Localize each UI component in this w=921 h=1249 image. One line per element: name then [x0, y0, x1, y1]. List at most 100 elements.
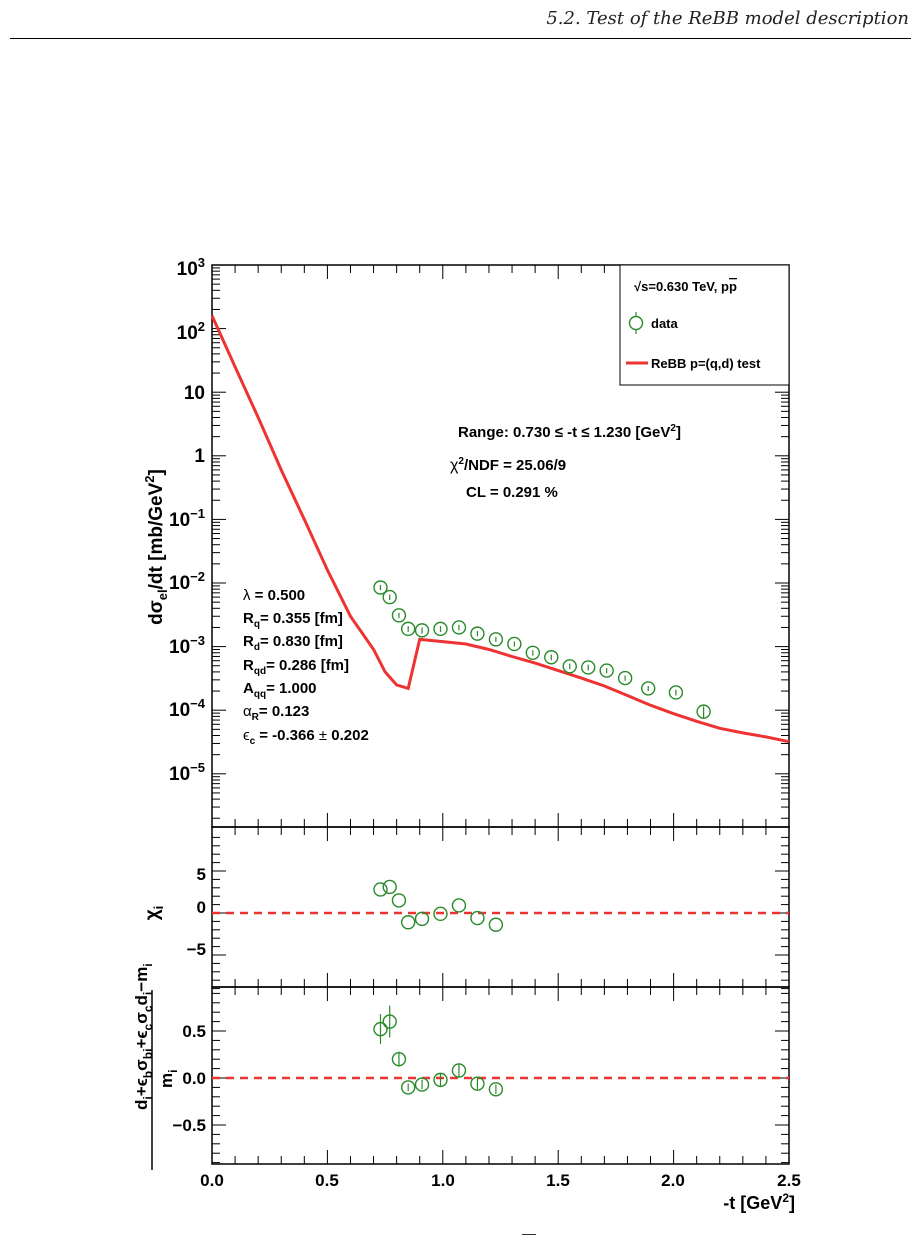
residual-point: [451, 1063, 467, 1078]
legend-data-label: data: [651, 316, 679, 331]
legend: √s=0.630 TeV, pp data ReBB p=(q,d) test: [619, 264, 790, 386]
lower-y-tick-labels: 5 0 −5 0.5 0.0 −0.5: [172, 865, 206, 1135]
xtick-label: 1.5: [546, 1171, 570, 1190]
section-title: 5.2. Test of the ReBB model description: [546, 8, 909, 29]
legend-title-base: s=0.630 TeV, p: [641, 279, 729, 294]
model-curve-group: [210, 314, 790, 744]
footer-overline-fragment: [522, 1234, 536, 1235]
aqq-value: = 1.000: [266, 680, 316, 697]
legend-box: [619, 264, 790, 386]
chi2-symbol: χ: [450, 457, 459, 474]
ytick-label: 103: [177, 255, 205, 280]
alpha-r-value: = 0.123: [259, 703, 309, 720]
xtick-label: 1.0: [431, 1171, 455, 1190]
data-point: [581, 660, 596, 675]
param-rd: Rd= 0.830 [fm]: [243, 633, 343, 653]
param-rqd: Rqd= 0.286 [fm]: [243, 657, 349, 677]
legend-data-marker: [628, 315, 644, 331]
ytick-base: 10: [169, 637, 190, 658]
data-point: [617, 670, 633, 686]
sqrt-sign: √: [634, 279, 642, 294]
res-ytick-label: 0.0: [182, 1069, 206, 1088]
ytick-base: 10: [169, 510, 190, 531]
alpha-symbol: α: [243, 703, 252, 720]
chi-point: [373, 882, 388, 897]
ytick-exp: −5: [190, 760, 205, 775]
residual-point: [470, 1076, 485, 1091]
param-lambda: λ = 0.500: [243, 587, 305, 604]
rqd-value: = 0.286 [fm]: [266, 657, 349, 674]
residual-data-points: [373, 1005, 504, 1097]
fit-info: Range: 0.730 ≤ -t ≤ 1.230 [GeV2] χ2/NDF …: [450, 423, 681, 501]
chi-ytick-label: 5: [197, 865, 206, 884]
fit-range-exp: 2: [670, 423, 676, 434]
fit-range-text: Range: 0.730 ≤ -t ≤ 1.230 [GeV: [458, 424, 670, 441]
data-point: [525, 645, 541, 660]
residual-panel-frame: [211, 986, 790, 1165]
chi-point: [451, 898, 467, 913]
page-header: 5.2. Test of the ReBB model description: [0, 0, 921, 46]
x-tick-labels: 0.0 0.5 1.0 1.5 2.0 2.5: [200, 1171, 801, 1190]
legend-title: √s=0.630 TeV, pp: [634, 279, 737, 294]
residual-point: [391, 1051, 407, 1067]
ytick-label: 10−2: [169, 569, 205, 594]
chi-data-points: [373, 879, 504, 932]
residual-point: [373, 1021, 388, 1037]
ytick-base: 10: [169, 700, 190, 721]
ytick-base: 10: [169, 764, 190, 785]
main-data-points: [373, 580, 711, 719]
main-y-axis-title: dσel/dt [mb/GeV2]: [142, 469, 170, 625]
chi-point: [433, 906, 448, 922]
data-point: [414, 623, 430, 638]
data-point: [696, 704, 711, 719]
ytick-exp: −4: [190, 696, 206, 711]
xtick-label: 0.0: [200, 1171, 224, 1190]
data-point: [382, 589, 397, 605]
data-point: [391, 608, 407, 623]
param-alpha-r: αR= 0.123: [243, 703, 309, 723]
data-point: [599, 663, 614, 678]
data-point: [433, 621, 448, 637]
legend-title-pbar: p: [729, 279, 737, 294]
model-parameters: λ = 0.500 Rq= 0.355 [fm] Rd= 0.830 [fm] …: [243, 587, 369, 747]
chi-point: [470, 910, 485, 926]
ytick-base: 10: [177, 259, 198, 280]
ytick-label: 10−4: [169, 696, 206, 721]
chi-point: [488, 917, 504, 932]
model-curve: [210, 314, 790, 744]
res-ytick-label: −0.5: [172, 1116, 206, 1135]
residual-point: [400, 1080, 416, 1095]
residual-y-denominator: mi: [157, 1070, 180, 1088]
ytick-exp: −3: [190, 633, 205, 648]
residual-point: [414, 1077, 430, 1092]
ytick-exp: −2: [190, 569, 205, 584]
data-point: [562, 659, 577, 674]
data-point: [400, 621, 416, 637]
fit-range: Range: 0.730 ≤ -t ≤ 1.230 [GeV2]: [458, 423, 681, 441]
ytick-base: 10: [169, 573, 190, 594]
ytick-label: 10−3: [169, 633, 205, 658]
chi2-ndf: χ2/NDF = 25.06/9: [450, 456, 566, 474]
param-rq: Rq= 0.355 [fm]: [243, 610, 343, 630]
residual-y-axis-title: di+ϵbσbi+ϵcσcdi−mi mi: [132, 963, 180, 1170]
chi-point: [414, 911, 430, 927]
data-point: [668, 685, 684, 700]
rd-value: = 0.830 [fm]: [260, 633, 343, 650]
data-point: [373, 580, 388, 595]
ytick-exp: 3: [198, 255, 205, 270]
xtick-label: 0.5: [315, 1171, 339, 1190]
legend-model-label: ReBB p=(q,d) test: [651, 356, 761, 371]
eps-c-error: 0.202: [331, 727, 369, 744]
chi2-text: /NDF = 25.06/9: [464, 457, 566, 474]
chi-panel-frame: [211, 826, 790, 988]
confidence-level: CL = 0.291 %: [466, 484, 558, 501]
ytick-label: 10: [184, 383, 205, 404]
data-point: [507, 636, 522, 652]
ytick-label: 10−5: [169, 760, 205, 785]
chi2-exp: 2: [458, 456, 464, 467]
residual-point: [488, 1082, 504, 1097]
lambda-value: = 0.500: [255, 587, 305, 604]
data-point: [641, 681, 656, 696]
xtick-label: 2.5: [777, 1171, 801, 1190]
